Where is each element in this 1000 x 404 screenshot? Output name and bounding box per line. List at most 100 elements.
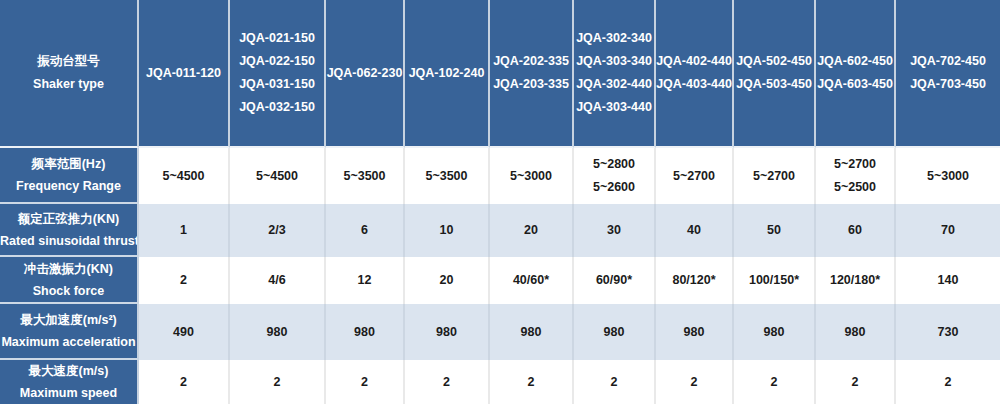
cell: 100/150* xyxy=(734,257,816,304)
column-header: JQA-062-230 xyxy=(326,0,405,148)
cell-line: 50 xyxy=(734,219,814,242)
cell-line: JQA-602-450 xyxy=(816,50,894,73)
table-row: 冲击激振力(KN)Shock force24/6122040/60*60/90*… xyxy=(0,257,1000,304)
cell-line: JQA-102-240 xyxy=(405,62,488,85)
cell-line: JQA-603-450 xyxy=(816,73,894,96)
table-row: 额定正弦推力(KN)Rated sinusoidal thrust12/3610… xyxy=(0,204,1000,257)
cell: 10 xyxy=(405,204,490,257)
cell: 60/90* xyxy=(574,257,656,304)
column-header: JQA-302-340JQA-303-340JQA-302-440JQA-303… xyxy=(574,0,656,148)
cell-line: 5~3500 xyxy=(326,165,403,188)
cell: 12 xyxy=(326,257,405,304)
cell-line: 980 xyxy=(574,321,654,344)
shaker-type-header: 振动台型号Shaker type xyxy=(0,0,139,148)
cell-line: 4/6 xyxy=(230,269,324,292)
cell-line: 40 xyxy=(656,219,732,242)
column-header: JQA-102-240 xyxy=(405,0,490,148)
cell-line: 40/60* xyxy=(490,269,572,292)
cell: 2 xyxy=(816,360,896,404)
cell-line: JQA-202-335 xyxy=(490,50,572,73)
cell-line: 5~4500 xyxy=(139,165,228,188)
cell-line: 2 xyxy=(574,371,654,394)
cell: 5~28005~2600 xyxy=(574,148,656,204)
cell-line: 140 xyxy=(896,269,1000,292)
cell: 140 xyxy=(896,257,1000,304)
cell-line: JQA-503-450 xyxy=(734,73,814,96)
cell-line: 80/120* xyxy=(656,269,732,292)
cell: 980 xyxy=(405,304,490,360)
cell: 40/60* xyxy=(490,257,574,304)
cell-line: 2 xyxy=(405,371,488,394)
cell-line: JQA-011-120 xyxy=(139,62,228,85)
cell-line: 5~3000 xyxy=(896,165,1000,188)
cell-line: 2 xyxy=(490,371,572,394)
cell: 2 xyxy=(734,360,816,404)
cell-line: 20 xyxy=(490,219,572,242)
cell: 120/180* xyxy=(816,257,896,304)
row-label: 冲击激振力(KN)Shock force xyxy=(0,257,139,304)
cell-line: JQA-403-440 xyxy=(656,73,732,96)
cell: 980 xyxy=(574,304,656,360)
cell-line: 60 xyxy=(816,219,894,242)
cell-line: 980 xyxy=(230,321,324,344)
cell: 6 xyxy=(326,204,405,257)
cell: 5~3000 xyxy=(490,148,574,204)
column-header: JQA-202-335JQA-203-335 xyxy=(490,0,574,148)
cell: 20 xyxy=(405,257,490,304)
row-label-zh: 最大加速度(m/s²) xyxy=(0,309,137,331)
cell-line: 2 xyxy=(139,269,228,292)
cell-line: 120/180* xyxy=(816,269,894,292)
cell-line: 5~3000 xyxy=(490,165,572,188)
cell-line: 980 xyxy=(656,321,732,344)
cell: 2 xyxy=(405,360,490,404)
cell-line: 2/3 xyxy=(230,219,324,242)
cell: 980 xyxy=(326,304,405,360)
cell-line: JQA-062-230 xyxy=(326,62,403,85)
cell-line: 10 xyxy=(405,219,488,242)
cell-line: 5~2600 xyxy=(574,176,654,199)
table-row: 最大加速度(m/s²)Maximum acceleration490980980… xyxy=(0,304,1000,360)
cell: 2 xyxy=(139,257,230,304)
cell-line: 2 xyxy=(230,371,324,394)
cell-line: JQA-302-440 xyxy=(574,73,654,96)
row-label-en: Shock force xyxy=(0,280,137,302)
cell: 70 xyxy=(896,204,1000,257)
column-header: JQA-011-120 xyxy=(139,0,230,148)
cell: 980 xyxy=(490,304,574,360)
cell: 30 xyxy=(574,204,656,257)
cell-line: 980 xyxy=(734,321,814,344)
cell-line: 1 xyxy=(139,219,228,242)
column-header: JQA-502-450JQA-503-450 xyxy=(734,0,816,148)
cell-line: JQA-021-150 xyxy=(230,27,324,50)
cell: 2 xyxy=(139,360,230,404)
cell-line: 5~2700 xyxy=(734,165,814,188)
header-label-en: Shaker type xyxy=(0,73,137,96)
cell-line: 12 xyxy=(326,269,403,292)
cell: 980 xyxy=(230,304,326,360)
cell: 2 xyxy=(896,360,1000,404)
cell: 2 xyxy=(326,360,405,404)
cell-line: 5~2700 xyxy=(816,153,894,176)
cell-line: 490 xyxy=(139,321,228,344)
cell: 2/3 xyxy=(230,204,326,257)
cell-line: 5~2500 xyxy=(816,176,894,199)
cell-line: 5~2800 xyxy=(574,153,654,176)
cell-line: 30 xyxy=(574,219,654,242)
cell: 20 xyxy=(490,204,574,257)
column-header: JQA-021-150JQA-022-150JQA-031-150JQA-032… xyxy=(230,0,326,148)
cell-line: 980 xyxy=(405,321,488,344)
cell-line: 6 xyxy=(326,219,403,242)
row-label-zh: 冲击激振力(KN) xyxy=(0,258,137,280)
table-row: 最大速度(m/s)Maximum speed2222222222 xyxy=(0,360,1000,404)
cell: 2 xyxy=(656,360,734,404)
cell: 730 xyxy=(896,304,1000,360)
cell-line: 2 xyxy=(734,371,814,394)
cell: 2 xyxy=(230,360,326,404)
cell: 1 xyxy=(139,204,230,257)
column-header: JQA-702-450JQA-703-450 xyxy=(896,0,1000,148)
cell-line: 100/150* xyxy=(734,269,814,292)
shaker-spec-table: 振动台型号Shaker typeJQA-011-120JQA-021-150JQ… xyxy=(0,0,1000,404)
cell: 5~3000 xyxy=(896,148,1000,204)
cell-line: JQA-402-440 xyxy=(656,50,732,73)
cell-line: JQA-022-150 xyxy=(230,50,324,73)
